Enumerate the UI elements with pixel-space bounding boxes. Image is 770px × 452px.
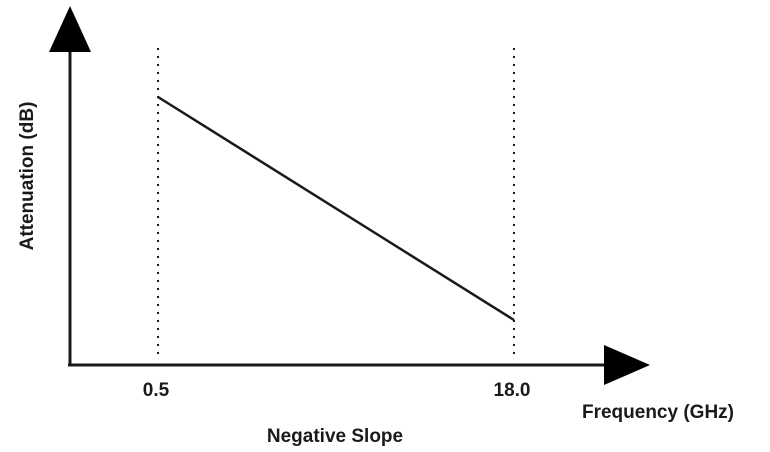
x-axis-arrowhead bbox=[604, 345, 650, 385]
x-axis-label: Frequency (GHz) bbox=[582, 402, 734, 423]
x-tick-label-end: 18.0 bbox=[494, 380, 531, 401]
x-tick-label-start: 0.5 bbox=[143, 380, 170, 401]
diagram-caption: Negative Slope bbox=[267, 426, 403, 447]
y-axis-arrowhead bbox=[49, 6, 91, 52]
y-axis-label: Attenuation (dB) bbox=[17, 102, 38, 251]
negative-slope-line bbox=[157, 95, 515, 322]
